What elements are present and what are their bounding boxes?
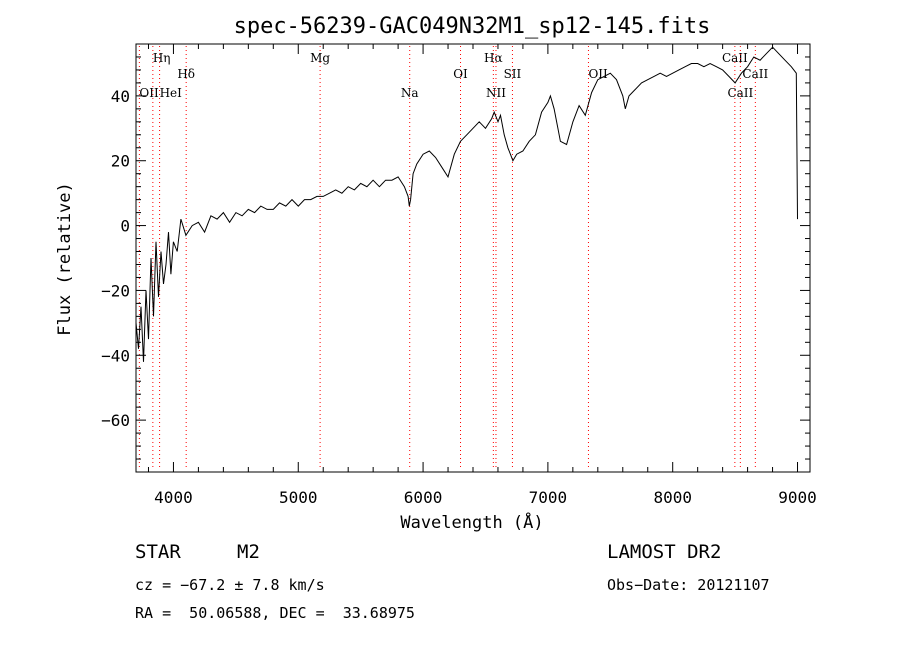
chart-title: spec-56239-GAC049N32M1_sp12-145.fits — [234, 14, 711, 39]
line-label: Mg — [310, 51, 330, 65]
observation-date: Obs−Date: 20121107 — [607, 576, 770, 594]
x-tick-label: 8000 — [653, 488, 692, 507]
y-tick-label: −40 — [101, 346, 130, 365]
y-tick-label: 20 — [111, 152, 130, 171]
line-label: Hδ — [177, 67, 195, 81]
line-label: CaII — [722, 51, 748, 65]
object-class: STAR — [135, 541, 181, 563]
line-label: OII — [139, 86, 159, 100]
line-label: Hα — [484, 51, 503, 65]
axis-ticks — [136, 43, 810, 473]
line-label: OII — [588, 67, 608, 81]
line-label: HeI — [160, 86, 183, 100]
line-label: CaII — [742, 67, 768, 81]
line-label: NII — [486, 86, 506, 100]
line-label: SII — [504, 67, 522, 81]
x-axis-label: Wavelength (Å) — [400, 511, 543, 533]
y-axis-label: Flux (relative) — [55, 182, 75, 336]
line-label: Hη — [153, 51, 171, 65]
y-tick-label: −60 — [101, 411, 130, 430]
x-tick-label: 9000 — [778, 488, 817, 507]
coordinates-readout: RA = 50.06588, DEC = 33.68975 — [135, 604, 415, 622]
line-label: OI — [453, 67, 468, 81]
x-tick-label: 4000 — [154, 488, 193, 507]
x-tick-label: 7000 — [529, 488, 568, 507]
tick-labels: 4000 5000 6000 7000 8000 9000 40 20 0 −20 −40 −60 — [101, 87, 817, 507]
line-label: CaII — [727, 86, 753, 100]
object-subclass: M2 — [237, 541, 260, 563]
y-tick-label: 40 — [111, 87, 130, 106]
y-tick-label: −20 — [101, 281, 130, 300]
line-label: Na — [401, 86, 419, 100]
survey-name: LAMOST DR2 — [607, 541, 722, 563]
x-tick-label: 5000 — [279, 488, 318, 507]
x-tick-label: 6000 — [404, 488, 443, 507]
y-tick-label: 0 — [120, 217, 130, 236]
plot-frame — [135, 43, 811, 473]
spectrum-line — [135, 46, 798, 362]
redshift-readout: cz = −67.2 ± 7.8 km/s — [135, 576, 325, 594]
